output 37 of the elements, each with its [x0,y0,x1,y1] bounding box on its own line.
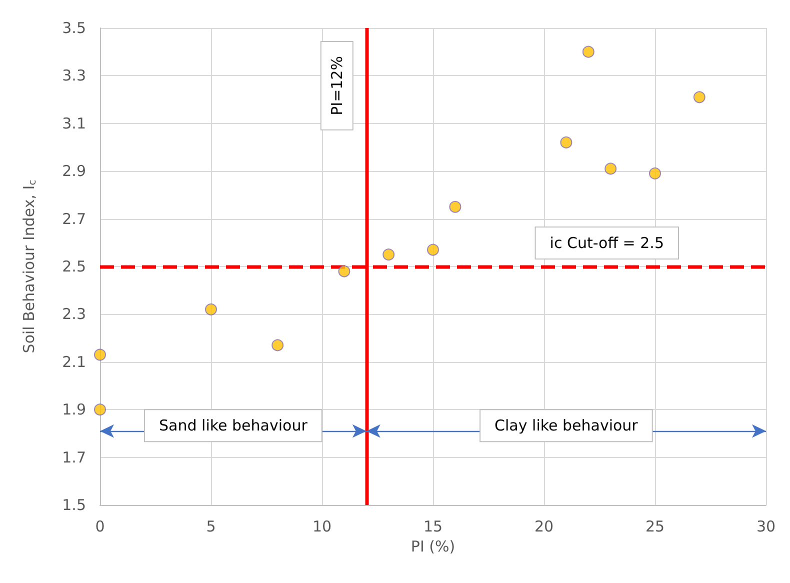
ref-line-label: ic Cut-off = 2.5 [550,234,664,252]
x-tick-label: 20 [534,518,554,536]
y-tick-label: 3.5 [62,19,86,37]
y-tick-label: 3.3 [62,66,86,85]
x-tick-label: 0 [95,518,105,536]
x-tick-label: 5 [206,518,216,536]
ref-line-label: PI=12% [328,56,346,116]
y-axis-title: Soil Behaviour Index, Ic [20,180,38,354]
y-tick-label: 1.5 [62,496,86,514]
point [649,167,661,180]
x-tick-label: 25 [645,518,665,536]
point [338,265,350,278]
y-tick-label: 3.1 [62,114,86,132]
y-tick-label: 1.7 [62,448,86,466]
point [94,404,106,416]
point [449,200,462,213]
point [693,91,706,104]
x-tick-label: 15 [423,518,443,536]
x-axis-title: PI (%) [410,538,456,556]
y-tick-label: 2.5 [62,258,86,276]
x-tick-label: 30 [756,518,776,536]
point [382,248,395,261]
point [582,46,594,58]
annotation: Clay like behaviour [494,416,639,435]
point [205,303,217,316]
y-tick-label: 2.3 [62,305,86,324]
point [272,339,284,352]
point [94,348,106,361]
point [604,162,617,175]
point [560,136,572,148]
y-tick-label: 2.7 [62,210,86,228]
x-tick-label: 10 [312,518,332,536]
point [427,244,439,256]
annotation: Sand like behaviour [159,416,308,435]
y-tick-label: 1.9 [62,400,86,419]
y-tick-label: 2.1 [62,352,86,371]
y-tick-label: 2.9 [62,162,86,180]
